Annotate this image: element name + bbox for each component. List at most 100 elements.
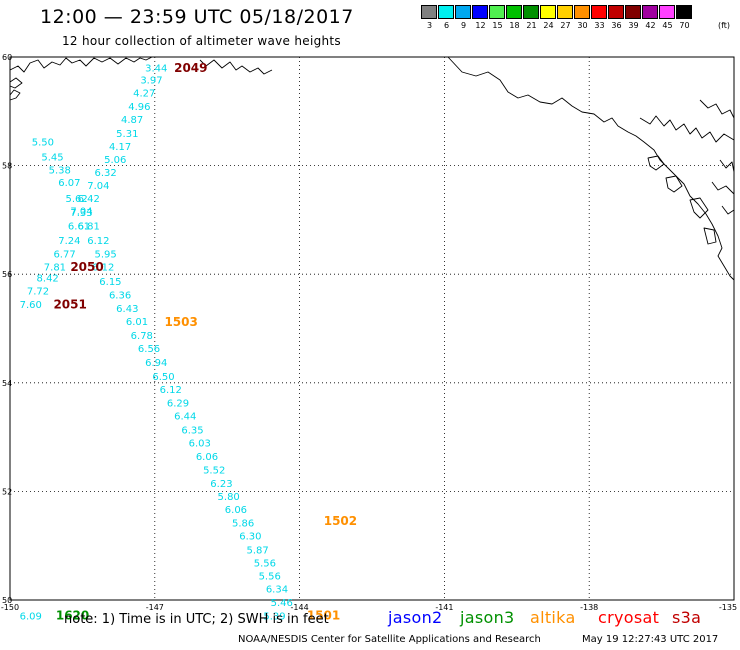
legend-swatch [506, 5, 522, 19]
wave-height-label: 4.17 [109, 142, 131, 153]
satellite-cryosat: cryosat [598, 608, 660, 627]
legend-item: 30 [574, 5, 591, 30]
legend-label: 70 [679, 21, 690, 30]
wave-height-label: 7.24 [58, 236, 80, 247]
pass-time-label: 1501 [307, 609, 340, 623]
note-text: note: 1) Time is in UTC; 2) SWH is in fe… [64, 612, 329, 627]
legend-swatch [421, 5, 437, 19]
legend-item: 45 [659, 5, 676, 30]
coastline-mainland-fjords [699, 99, 735, 119]
legend-label: 18 [509, 21, 520, 30]
lon-label: -147 [146, 603, 164, 612]
legend-swatch [455, 5, 471, 19]
wave-height-label: 5.62 [66, 194, 88, 205]
coastline-panhandle [447, 56, 735, 281]
wave-height-label: 6.50 [152, 372, 174, 383]
wave-height-label: 6.43 [116, 304, 138, 315]
legend-label: 21 [526, 21, 537, 30]
legend-label: 45 [662, 21, 673, 30]
legend-label: 27 [560, 21, 571, 30]
pass-time-label: 1502 [324, 514, 357, 528]
satellite-altika: altika [530, 608, 576, 627]
wave-height-label: 6.35 [181, 425, 203, 436]
legend-unit: (ft) [718, 21, 731, 30]
lat-label: 54 [2, 379, 12, 388]
legend-swatch [659, 5, 675, 19]
wave-height-label: 6.07 [58, 178, 80, 189]
lat-label: 52 [2, 487, 12, 496]
legend-swatch [489, 5, 505, 19]
legend-label: 9 [460, 21, 467, 30]
wave-height-label: 3.44 [145, 64, 167, 75]
legend-label: 30 [577, 21, 588, 30]
lon-label: -144 [291, 603, 309, 612]
wave-height-label: 4.87 [121, 115, 143, 126]
legend-label: 24 [543, 21, 554, 30]
pass-time-label: 2049 [174, 61, 207, 75]
legend-label: 42 [645, 21, 656, 30]
legend-item: 18 [506, 5, 523, 30]
wave-height-label: 6.30 [239, 532, 261, 543]
wave-height-label: 6.56 [138, 344, 160, 355]
legend-label: 6 [443, 21, 450, 30]
wave-height-label: 6.06 [225, 505, 247, 516]
coastline-inner-fjords [711, 159, 735, 215]
legend-swatch [523, 5, 539, 19]
lat-label: 50 [2, 596, 12, 605]
coastline [9, 56, 735, 281]
wave-height-label: 3.97 [140, 76, 162, 87]
wave-height-label: 6.12 [87, 236, 109, 247]
page-subtitle: 12 hour collection of altimeter wave hei… [62, 34, 341, 48]
wave-height-label: 5.87 [247, 545, 269, 556]
legend-item: 42 [642, 5, 659, 30]
coastline-islands-4 [689, 197, 709, 219]
legend-swatch [438, 5, 454, 19]
graticule [10, 57, 734, 600]
legend-swatch [608, 5, 624, 19]
wave-height-label: 6.32 [94, 168, 116, 179]
wave-height-label: 5.06 [104, 155, 126, 166]
wave-height-label: 6.61 [68, 222, 90, 233]
legend-item: 12 [472, 5, 489, 30]
wave-height-label: 5.39 [263, 612, 285, 623]
lat-label: 60 [2, 53, 12, 62]
wave-height-label: 4.27 [133, 89, 155, 100]
wave-height-label: 6.42 [78, 194, 100, 205]
coastline-south-central [199, 59, 273, 75]
color-legend: 3 6 9 12 15 18 21 24 27 30 33 36 39 42 4… [421, 5, 693, 30]
legend-item: 39 [625, 5, 642, 30]
wave-height-label: 6.23 [210, 479, 232, 490]
coastline-islands-5 [703, 227, 717, 245]
legend-item: 24 [540, 5, 557, 30]
legend-swatch [540, 5, 556, 19]
lon-label: -138 [580, 603, 598, 612]
wave-height-label: 7.04 [70, 206, 92, 217]
wave-height-label: 6.01 [126, 317, 148, 328]
observation-labels: 3.443.97 4.27 4.96 4.87 5.31 4.17 5.06 5.50 5.45… [20, 64, 293, 623]
legend-item: 9 [455, 5, 472, 30]
wave-height-label: 6.78 [131, 331, 153, 342]
coastline-islands-1 [639, 115, 735, 143]
legend-swatch [591, 5, 607, 19]
wave-height-label: 7.72 [27, 286, 49, 297]
wave-height-label: 5.50 [32, 138, 54, 149]
wave-height-label: 6.36 [109, 291, 131, 302]
legend-label: 12 [475, 21, 486, 30]
lat-label: 56 [2, 270, 12, 279]
satellite-jason2: jason2 [388, 608, 443, 627]
wave-height-label: 6.12 [160, 385, 182, 396]
coastline-kodiak [9, 77, 23, 89]
legend-item: 36 [608, 5, 625, 30]
legend-swatch [642, 5, 658, 19]
satellite-s3a: s3a [672, 608, 702, 627]
lon-label: -150 [1, 603, 19, 612]
pass-time-label: 1503 [164, 315, 197, 329]
legend-item: 6 [438, 5, 455, 30]
lon-label: -135 [719, 603, 737, 612]
wave-height-label: 6.34 [266, 584, 288, 595]
coastline-islands-2 [647, 155, 665, 171]
wave-height-label: 6.29 [167, 399, 189, 410]
legend-swatch [574, 5, 590, 19]
lon-label: -141 [435, 603, 453, 612]
legend-swatch [625, 5, 641, 19]
